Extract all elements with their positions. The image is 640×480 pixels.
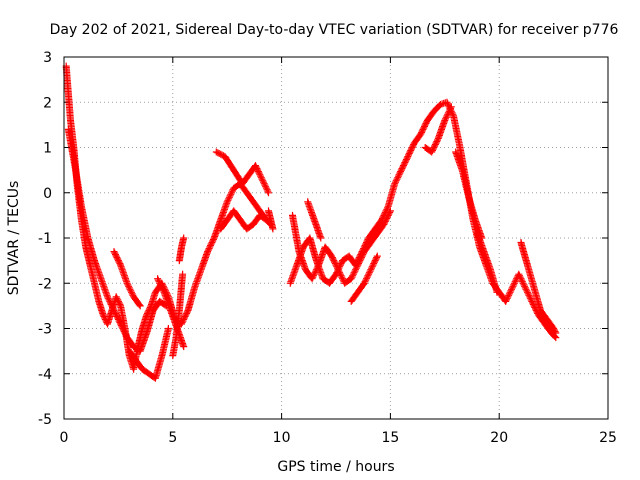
data-point-markers [169,270,187,360]
x-tick-label: 15 [381,430,399,446]
series-trace-16 [452,148,486,242]
data-point-markers [175,234,188,265]
y-tick-label: 0 [43,186,52,202]
chart-title: Day 202 of 2021, Sidereal Day-to-day VTE… [50,22,619,38]
y-tick-label: 2 [43,95,52,111]
y-tick-label: 3 [43,50,52,66]
y-tick-label: -3 [38,322,52,338]
series-trace-4 [110,248,144,310]
data-point-markers [421,103,455,156]
series-trace-6 [169,270,187,360]
series-trace-7 [175,234,188,265]
x-tick-label: 0 [60,430,69,446]
data-point-markers [473,230,501,296]
y-tick-label: 1 [43,141,52,157]
plot-marks [62,62,560,382]
data-point-markers [289,207,394,287]
y-axis-title: SDTVAR / TECUs [6,181,22,296]
x-tick-label: 5 [168,430,177,446]
series-trace-12 [289,207,394,287]
data-point-markers [64,125,170,355]
series-trace-8 [212,148,272,197]
plot-frame [63,56,609,420]
y-tick-label: -2 [38,276,52,292]
data-point-markers [110,248,144,310]
data-point-markers [217,207,270,233]
data-point-markers [265,207,277,233]
y-tick-label: -4 [38,367,52,383]
data-point-markers [286,98,560,342]
data-point-markers [304,198,325,242]
data-point-markers [212,148,272,197]
data-point-markers [347,252,381,305]
series-trace-11 [286,98,560,342]
x-tick-label: 20 [490,430,508,446]
series-trace-10 [265,207,277,233]
grid [64,57,608,419]
y-tick-label: -1 [38,231,52,247]
y-tick-labels: -5 -4 -3 -2 -1 0 1 2 3 [38,50,52,428]
data-point-markers [125,325,172,382]
data-point-markers [517,239,560,337]
series-trace-9 [217,207,270,233]
y-tick-label: -5 [38,412,52,428]
series-trace-17 [473,230,501,296]
series-trace-15 [421,103,455,156]
x-tick-label: 10 [273,430,291,446]
series-trace-13 [304,198,325,242]
data-point-markers [452,148,486,242]
x-tick-labels: 0 5 10 15 20 25 [60,430,617,446]
x-tick-label: 25 [599,430,617,446]
series-trace-2 [64,125,170,355]
x-axis-title: GPS time / hours [277,459,394,475]
series-trace-18 [517,239,560,337]
series-trace-3 [125,325,172,382]
series-trace-14 [347,252,381,305]
